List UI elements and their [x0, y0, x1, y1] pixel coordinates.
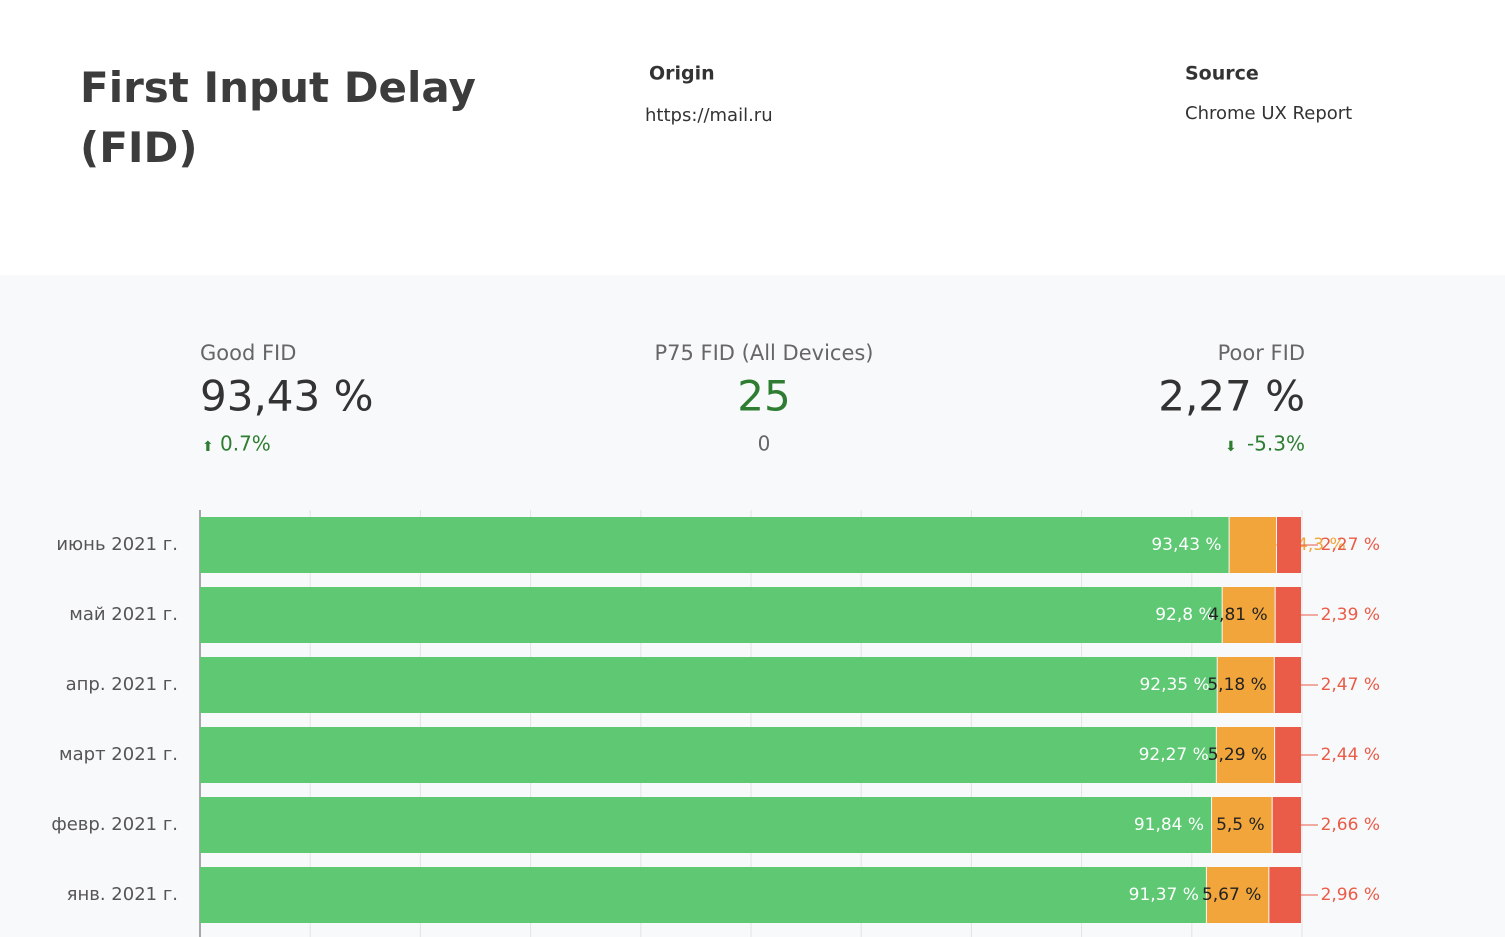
title: First Input Delay (FID) [80, 63, 476, 172]
value-label: 5,67 % [1202, 885, 1261, 905]
chart: июнь 2021 г. 93,43 % 4,3 %2,27 % май 2021 г… [51, 510, 1380, 937]
bar-segment [1222, 587, 1275, 643]
source: Chrome UX Report [1185, 103, 1352, 124]
bar-segment [1216, 727, 1275, 783]
bar-segment [200, 517, 1229, 573]
bar-segment [200, 797, 1212, 853]
value-label: 4,81 % [1208, 605, 1267, 625]
value-label: 5,18 % [1207, 675, 1266, 695]
scorecard-value: 2,27 % [1158, 372, 1305, 421]
source-label: Source [1185, 63, 1259, 85]
value-label: 5,5 % [1216, 815, 1265, 835]
value-label: 2,96 % [1321, 885, 1380, 905]
y-tick-label: апр. 2021 г. [66, 674, 178, 695]
scorecard-change: -5.3% [1247, 432, 1305, 456]
bar-segment [200, 727, 1216, 783]
scorecard-label: Poor FID [1218, 341, 1305, 365]
value-label: 93,43 % [1151, 535, 1221, 555]
bar-segment [200, 657, 1217, 713]
value-label: 2,44 % [1321, 745, 1380, 765]
value-label: 2,66 % [1321, 815, 1380, 835]
y-tick-label: янв. 2021 г. [67, 884, 178, 905]
down-arrow: ⬇ [1225, 439, 1237, 455]
scorecard-change: 0 [758, 432, 771, 456]
up-arrow: ⬆ [202, 439, 214, 455]
bar-segment [200, 587, 1222, 643]
header-bg [0, 0, 1505, 275]
scorecard-label: Good FID [200, 341, 296, 365]
y-tick-label: февр. 2021 г. [51, 814, 178, 835]
value-label: 2,27 % [1321, 535, 1380, 555]
value-label: 92,27 % [1139, 745, 1209, 765]
value-label: 2,39 % [1321, 605, 1380, 625]
scorecard-value: 93,43 % [200, 372, 374, 421]
value-label: 92,8 % [1155, 605, 1214, 625]
value-label: 91,37 % [1129, 885, 1199, 905]
bar-segment [1217, 657, 1274, 713]
value-label: 2,47 % [1321, 675, 1380, 695]
scorecard-value: 25 [737, 372, 790, 421]
origin-label: Origin [649, 63, 715, 85]
scorecard-label: P75 FID (All Devices) [654, 341, 873, 365]
bar-segment [1212, 797, 1272, 853]
value-label: 4,3 % [1297, 535, 1346, 555]
value-label: 5,29 % [1208, 745, 1267, 765]
value-label: 91,84 % [1134, 815, 1204, 835]
y-tick-label: март 2021 г. [59, 744, 178, 765]
y-tick-label: май 2021 г. [69, 604, 178, 625]
value-label: 92,35 % [1139, 675, 1209, 695]
origin: https://mail.ru [645, 105, 773, 126]
bar-segment [1206, 867, 1269, 923]
bar-segment [200, 867, 1206, 923]
y-tick-label: июнь 2021 г. [56, 534, 178, 555]
scorecard-change: 0.7% [220, 432, 271, 456]
